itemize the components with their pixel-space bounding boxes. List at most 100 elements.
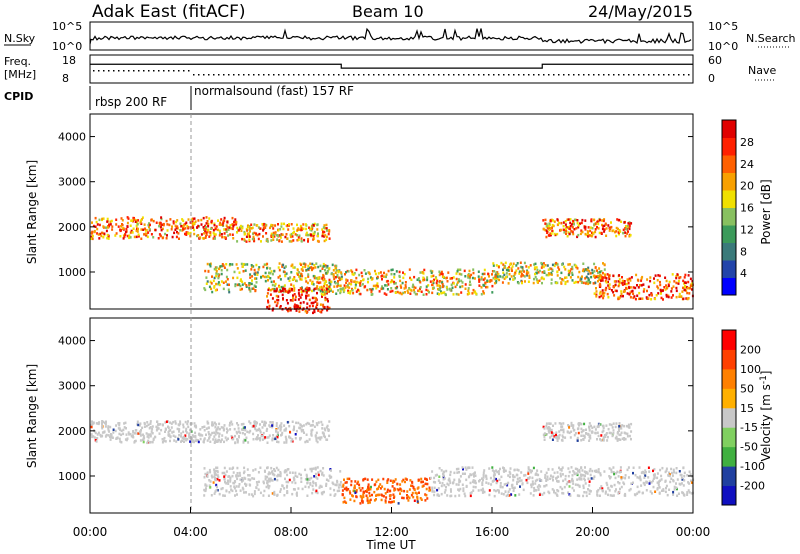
power-cell bbox=[272, 233, 275, 237]
velocity-cell bbox=[564, 478, 567, 481]
velocity-cell bbox=[236, 472, 239, 475]
power-cell bbox=[396, 290, 399, 294]
power-cell bbox=[140, 237, 143, 240]
power-cell bbox=[618, 283, 621, 286]
nave-dot bbox=[638, 74, 640, 76]
velocity-cell bbox=[164, 427, 167, 430]
power-cell bbox=[514, 277, 516, 280]
velocity-cell bbox=[272, 437, 275, 441]
velocity-cell bbox=[664, 479, 667, 483]
nave-dot bbox=[383, 74, 385, 76]
velocity-colorbar-tick: 200 bbox=[740, 343, 761, 356]
velocity-cell bbox=[638, 466, 641, 469]
power-cell bbox=[371, 287, 374, 291]
nave-dot bbox=[133, 70, 135, 72]
velocity-cell bbox=[307, 485, 310, 489]
power-cell bbox=[170, 228, 173, 231]
velocity-cell bbox=[582, 484, 585, 487]
power-cell bbox=[538, 269, 541, 273]
power-cell bbox=[567, 226, 570, 229]
power-cell bbox=[475, 292, 478, 295]
power-cell bbox=[245, 240, 248, 243]
nave-dot bbox=[373, 74, 375, 76]
power-cell bbox=[675, 275, 678, 278]
power-cell bbox=[217, 282, 220, 286]
velocity-cell bbox=[607, 493, 609, 497]
power-cell bbox=[189, 232, 192, 235]
velocity-cell bbox=[490, 483, 493, 486]
power-cell bbox=[241, 287, 243, 291]
velocity-cell bbox=[367, 488, 370, 491]
power-cell bbox=[119, 235, 122, 238]
velocity-cell bbox=[236, 466, 239, 470]
power-cell bbox=[581, 281, 583, 284]
power-cell bbox=[681, 290, 684, 293]
power-cell bbox=[197, 224, 200, 228]
velocity-cell bbox=[288, 478, 291, 482]
velocity-cell bbox=[596, 490, 599, 493]
velocity-cell bbox=[279, 472, 282, 475]
nave-dot bbox=[458, 74, 460, 76]
power-cell bbox=[323, 306, 326, 309]
power-cell bbox=[288, 240, 291, 243]
power-cell bbox=[122, 227, 125, 230]
power-cell bbox=[435, 277, 438, 280]
velocity-cell bbox=[231, 489, 234, 493]
velocity-cell bbox=[502, 466, 504, 469]
nave-label: Nave bbox=[748, 64, 776, 77]
velocity-cell bbox=[624, 437, 627, 441]
power-cell bbox=[220, 223, 223, 227]
velocity-cell bbox=[571, 486, 574, 490]
power-cell bbox=[250, 268, 253, 271]
power-cell bbox=[238, 283, 241, 286]
power-cell bbox=[150, 233, 153, 236]
velocity-cell bbox=[281, 431, 284, 435]
velocity-cell bbox=[424, 499, 427, 502]
power-cell bbox=[252, 265, 255, 268]
power-cell bbox=[296, 307, 298, 310]
velocity-cell bbox=[337, 486, 340, 489]
velocity-cell bbox=[555, 431, 558, 434]
power-cell bbox=[231, 227, 234, 231]
velocity-cell bbox=[621, 437, 624, 440]
velocity-cell bbox=[428, 489, 431, 492]
power-cell bbox=[383, 271, 385, 275]
velocity-cell bbox=[493, 476, 496, 480]
nave-dot bbox=[528, 74, 530, 76]
velocity-cell bbox=[320, 420, 323, 424]
power-cell bbox=[269, 267, 272, 270]
power-cell bbox=[629, 291, 632, 294]
power-cell bbox=[160, 216, 163, 219]
power-cell bbox=[542, 277, 545, 281]
power-cell bbox=[149, 223, 151, 227]
power-cell bbox=[176, 230, 178, 234]
velocity-cell bbox=[148, 441, 151, 444]
power-cell bbox=[297, 238, 300, 241]
power-cell bbox=[91, 231, 94, 234]
velocity-cell bbox=[470, 491, 473, 494]
velocity-cell bbox=[213, 421, 216, 425]
power-cell bbox=[339, 290, 342, 293]
power-cell bbox=[565, 229, 568, 233]
velocity-cell bbox=[512, 476, 515, 479]
power-cell bbox=[121, 223, 124, 227]
power-cell bbox=[650, 292, 653, 295]
velocity-cell bbox=[308, 422, 311, 425]
power-cell bbox=[326, 305, 329, 309]
power-cell bbox=[251, 226, 254, 230]
power-cell bbox=[550, 232, 553, 235]
power-cell bbox=[587, 272, 590, 276]
velocity-cell bbox=[512, 479, 515, 482]
power-cell bbox=[542, 262, 545, 265]
power-cell bbox=[560, 271, 563, 275]
velocity-cell bbox=[433, 486, 436, 490]
power-cell bbox=[563, 231, 566, 234]
power-cell bbox=[247, 225, 250, 229]
power-cell bbox=[617, 297, 620, 301]
power-cell bbox=[278, 262, 281, 265]
power-cell bbox=[144, 227, 147, 231]
power-cell bbox=[406, 289, 409, 292]
power-cell bbox=[351, 289, 354, 292]
power-cell bbox=[634, 286, 637, 290]
velocity-cell bbox=[572, 482, 575, 485]
